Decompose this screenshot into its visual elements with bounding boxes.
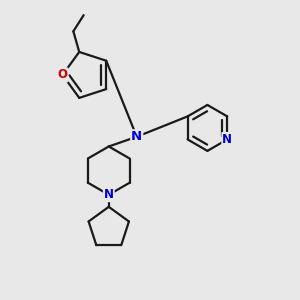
Text: N: N [131, 130, 142, 143]
Text: O: O [58, 68, 68, 81]
Text: N: N [222, 133, 232, 146]
Text: N: N [104, 188, 114, 201]
